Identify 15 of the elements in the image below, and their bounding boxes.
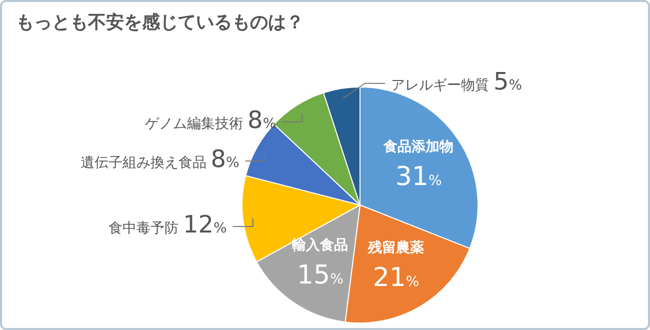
data-label: 5% — [493, 67, 522, 96]
slice-label: 食品添加物 — [382, 139, 454, 156]
slice-label: 残留農薬 — [367, 240, 424, 256]
slice-label: ゲノム編集技術 — [145, 116, 248, 132]
chart-title: もっとも不安を感じているものは？ — [16, 11, 304, 34]
slice-label: 輸入食品 — [291, 238, 348, 254]
data-label: 12% — [182, 210, 227, 239]
data-label: 8% — [248, 106, 276, 134]
slice-label: アレルギー物質 — [391, 77, 494, 94]
data-label: 8% — [210, 144, 240, 173]
slice-label: 遺伝子組み換え食品 — [80, 154, 211, 171]
data-label: 15% — [297, 260, 344, 291]
slice-label: 食中毒予防 — [108, 220, 183, 237]
data-label: 21% — [372, 262, 420, 293]
data-label: 31% — [395, 162, 442, 192]
